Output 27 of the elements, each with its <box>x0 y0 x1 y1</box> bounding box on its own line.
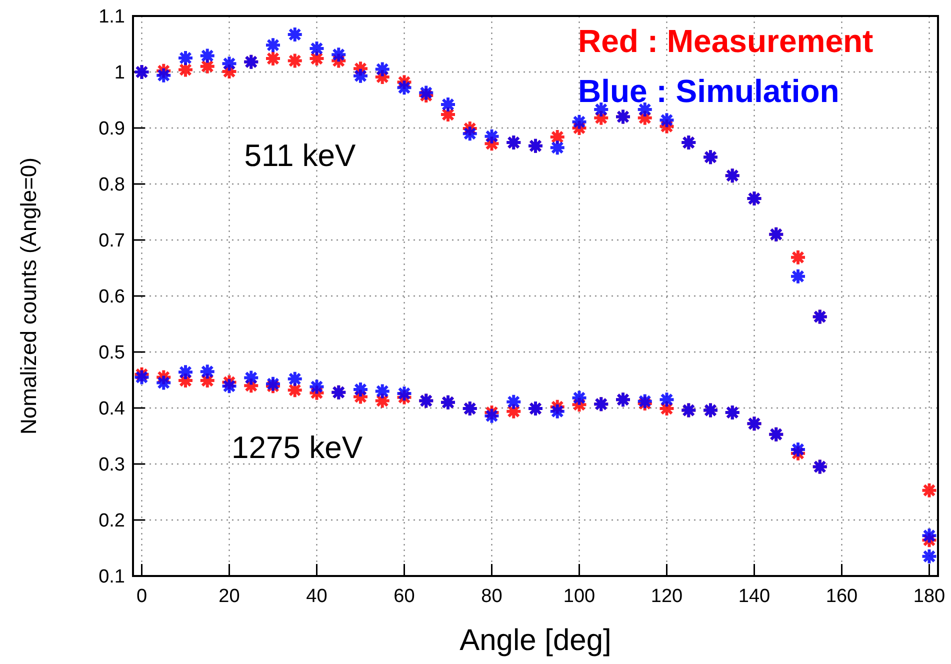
y-tick-label: 0.2 <box>98 510 125 532</box>
y-tick-label: 0.6 <box>98 286 125 308</box>
x-tick-label: 180 <box>913 586 946 607</box>
y-axis-title: Nomalized counts (Angle=0) <box>16 158 41 434</box>
y-tick-label: 0.3 <box>98 454 125 476</box>
x-tick-label: 80 <box>481 586 502 607</box>
y-tick-label: 1 <box>114 62 125 84</box>
series-label: Blue : Simulation <box>578 73 840 109</box>
y-tick-label: 0.1 <box>98 566 125 588</box>
x-tick-label: 60 <box>394 586 415 607</box>
y-tick-label: 0.9 <box>98 118 125 140</box>
y-tick-label: 0.5 <box>98 342 125 364</box>
x-tick-label: 160 <box>826 586 858 607</box>
x-tick-label: 100 <box>563 586 596 607</box>
x-tick-label: 20 <box>218 586 240 607</box>
series-label: Red : Measurement <box>578 23 874 59</box>
x-tick-label: 40 <box>306 586 328 607</box>
y-tick-label: 0.7 <box>98 230 125 252</box>
x-axis-title: Angle [deg] <box>460 624 612 657</box>
y-tick-label: 1.1 <box>98 6 125 28</box>
x-tick-label: 120 <box>650 586 683 607</box>
y-tick-label: 0.8 <box>98 174 125 196</box>
x-tick-label: 0 <box>136 586 148 607</box>
x-tick-label: 140 <box>738 586 770 607</box>
y-tick-label: 0.4 <box>98 398 126 420</box>
annotation: 511 keV <box>244 138 356 173</box>
annotation: 1275 keV <box>232 430 363 465</box>
